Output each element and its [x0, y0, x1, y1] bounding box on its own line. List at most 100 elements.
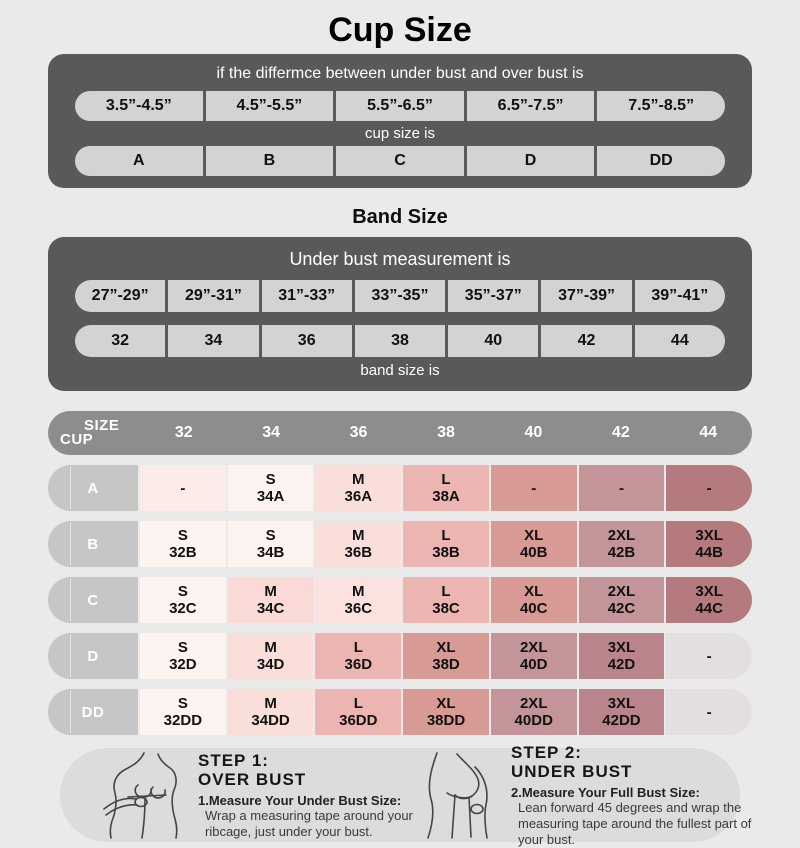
- cell-size: M: [352, 527, 365, 544]
- band-number-cell: 44: [634, 325, 725, 357]
- cup-row-label: DD: [48, 689, 138, 735]
- matrix-cell: S 32D: [140, 633, 226, 679]
- cell-code: 34DD: [251, 712, 290, 729]
- cell-size: -: [531, 479, 537, 497]
- cup-diff-caption: if the differmce between under bust and …: [216, 65, 584, 82]
- step-2-text: STEP 2: UNDER BUST 2.Measure Your Full B…: [511, 743, 766, 848]
- corner-size-label: SIZE: [84, 417, 120, 434]
- cell-size: L: [441, 583, 451, 600]
- cell-size: S: [177, 583, 188, 600]
- matrix-col-header: 40: [524, 424, 543, 441]
- cup-letter-row: A B C D DD: [75, 146, 725, 176]
- matrix-cell: 3XL 42DD: [578, 689, 665, 735]
- band-range-row: 27”-29” 29”-31” 31”-33” 33”-35” 35”-37” …: [75, 280, 725, 312]
- matrix-cell: -: [490, 465, 577, 511]
- cell-code: 40D: [519, 656, 548, 673]
- cell-code: 38A: [432, 488, 460, 505]
- measure-panel: STEP 1: OVER BUST 1.Measure Your Under B…: [60, 743, 751, 847]
- cup-size-is-caption: cup size is: [364, 125, 436, 142]
- step-2-block: STEP 2: UNDER BUST 2.Measure Your Full B…: [417, 743, 766, 848]
- band-range-cell: 39”-41”: [634, 280, 725, 312]
- cup-range-row: 3.5”-4.5” 4.5”-5.5” 5.5”-6.5” 6.5”-7.5” …: [75, 91, 725, 121]
- matrix-cell: -: [666, 465, 753, 511]
- step-subtitle: 1.Measure Your Under Bust Size:: [198, 792, 402, 808]
- cell-code: 34B: [256, 544, 285, 561]
- matrix-row-c: C S 32C M 34C M 36C L 38C XL 40C 2XL 42C 3XL 44…: [48, 577, 753, 623]
- matrix-cell: XL 40C: [490, 577, 577, 623]
- step-1-block: STEP 1: OVER BUST 1.Measure Your Under B…: [100, 751, 417, 840]
- matrix-cell: -: [666, 689, 753, 735]
- step-1-text: STEP 1: OVER BUST 1.Measure Your Under B…: [198, 751, 417, 840]
- cup-letter-cell: DD: [597, 146, 725, 176]
- matrix-col-header: 32: [174, 424, 193, 441]
- cup-letter-cell: C: [336, 146, 464, 176]
- band-number-cell: 36: [261, 325, 352, 357]
- matrix-cell: -: [140, 465, 226, 511]
- matrix-cell: XL 38DD: [403, 689, 489, 735]
- corner-cup-label: CUP: [60, 431, 94, 448]
- band-number-cell: 42: [541, 325, 632, 357]
- cup-range-cell: 3.5”-4.5”: [75, 91, 203, 121]
- matrix-col-header: 42: [611, 424, 630, 441]
- step-title: STEP 2:: [511, 742, 582, 762]
- cup-range-cell: 6.5”-7.5”: [466, 91, 595, 121]
- cell-code: 34D: [256, 656, 285, 673]
- matrix-cell: -: [578, 465, 665, 511]
- cup-range-cell: 7.5”-8.5”: [597, 91, 725, 121]
- matrix-cell: 3XL 44C: [666, 577, 753, 623]
- cell-code: 42C: [607, 600, 636, 617]
- cell-code: 36C: [344, 600, 373, 617]
- band-size-panel: Under bust measurement is 27”-29” 29”-31…: [48, 237, 752, 391]
- cell-code: 32DD: [163, 712, 203, 729]
- cup-range-cell: 4.5”-5.5”: [205, 91, 334, 121]
- band-number-cell: 40: [448, 325, 539, 357]
- cell-code: 36DD: [339, 712, 378, 729]
- matrix-cell: 3XL 44B: [666, 521, 753, 567]
- cell-size: -: [706, 479, 712, 497]
- cell-code: 34C: [256, 600, 285, 617]
- cup-row-label: C: [48, 577, 138, 623]
- matrix-cell: 2XL 42C: [578, 577, 665, 623]
- matrix-cell: S 34B: [227, 521, 314, 567]
- cup-letter-cell: B: [205, 146, 334, 176]
- cup-row-label: B: [48, 521, 138, 567]
- cell-size: L: [441, 471, 451, 488]
- step-subtitle: 2.Measure Your Full Bust Size:: [511, 784, 700, 800]
- band-number-cell: 34: [168, 325, 259, 357]
- cell-code: 38C: [432, 600, 460, 617]
- cup-row-label: A: [48, 465, 138, 511]
- matrix-cell: M 34D: [227, 633, 314, 679]
- cell-code: 42DD: [602, 712, 641, 729]
- matrix-col-header: 34: [262, 424, 281, 441]
- matrix-cell: XL 40B: [490, 521, 577, 567]
- cell-code: 32D: [169, 656, 197, 673]
- matrix-row-d: D S 32D M 34D L 36D XL 38D 2XL 40D 3XL 42D -: [48, 633, 753, 679]
- cell-code: 36D: [344, 656, 373, 673]
- cup-size-panel: if the differmce between under bust and …: [48, 54, 752, 188]
- cell-code: 32B: [169, 544, 197, 561]
- matrix-cell: L 38C: [403, 577, 489, 623]
- band-caption: Under bust measurement is: [289, 249, 511, 269]
- step-body: Wrap a measuring tape around your ribcag…: [205, 807, 413, 839]
- cell-size: M: [264, 639, 277, 656]
- band-range-cell: 35”-37”: [448, 280, 539, 312]
- cell-code: 38B: [432, 544, 460, 561]
- cell-size: 2XL: [519, 695, 548, 712]
- cell-code: 38DD: [426, 712, 466, 729]
- band-range-cell: 31”-33”: [261, 280, 352, 312]
- step-area: UNDER BUST: [511, 761, 633, 781]
- cell-size: -: [180, 479, 186, 497]
- cup-letter-cell: D: [466, 146, 595, 176]
- cell-size: -: [706, 703, 712, 721]
- matrix-cell: S 34A: [227, 465, 314, 511]
- matrix-header: SIZE CUP 32 34 36 38 40 42 44: [48, 411, 752, 455]
- cell-size: S: [265, 471, 276, 488]
- cell-code: 42B: [607, 544, 636, 561]
- cell-code: 32C: [169, 600, 197, 617]
- cell-code: 44B: [695, 544, 723, 561]
- cell-code: 40DD: [514, 712, 553, 729]
- cell-size: XL: [436, 695, 456, 712]
- cell-size: L: [353, 695, 363, 712]
- matrix-col-header: 44: [699, 424, 718, 441]
- cell-code: 40C: [519, 600, 548, 617]
